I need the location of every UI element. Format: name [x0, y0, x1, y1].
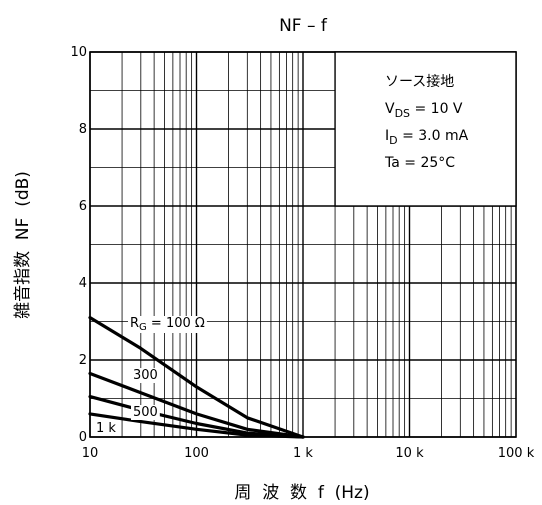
x-tick-label: 10 k — [395, 446, 424, 461]
x-tick-label: 100 k — [498, 446, 535, 461]
series-label: 500 — [133, 405, 158, 420]
conditions-box-frame — [334, 51, 517, 207]
x-tick-label: 10 — [82, 446, 99, 461]
y-axis-label: 雑音指数 NF (dB) — [13, 171, 33, 319]
condition-line: ID = 3.0 mA — [385, 128, 469, 147]
series-label: 1 k — [96, 421, 116, 436]
y-tick-label: 0 — [79, 430, 87, 445]
chart-title: NF – f — [279, 16, 328, 36]
series-label: 300 — [133, 368, 158, 383]
conditions-title: ソース接地 — [385, 73, 454, 90]
series-labels: RG = 100 Ω 300 500 1 k — [94, 316, 207, 436]
x-tick-label: 1 k — [293, 446, 313, 461]
tick-labels: 10 100 1 k 10 k 100 k 0 2 4 6 8 10 — [70, 45, 534, 461]
y-tick-label: 2 — [79, 353, 87, 368]
y-tick-label: 6 — [79, 199, 87, 214]
series-label-background — [131, 405, 160, 420]
series-label: RG = 100 Ω — [130, 316, 205, 333]
series-line — [88, 371, 305, 439]
y-tick-label: 8 — [79, 122, 87, 137]
series-line — [88, 412, 305, 439]
y-tick-label: 10 — [70, 45, 87, 60]
series-line — [88, 316, 305, 439]
x-axis-label: 周 波 数 f (Hz) — [234, 483, 369, 503]
condition-line: Ta = 25°C — [384, 155, 455, 171]
y-tick-label: 4 — [79, 276, 87, 291]
x-tick-label: 100 — [184, 446, 209, 461]
curves — [88, 316, 305, 439]
series-label-background — [94, 421, 119, 436]
series-label-background — [131, 368, 160, 383]
series-label-background — [128, 316, 207, 333]
plot-frame — [89, 51, 517, 438]
